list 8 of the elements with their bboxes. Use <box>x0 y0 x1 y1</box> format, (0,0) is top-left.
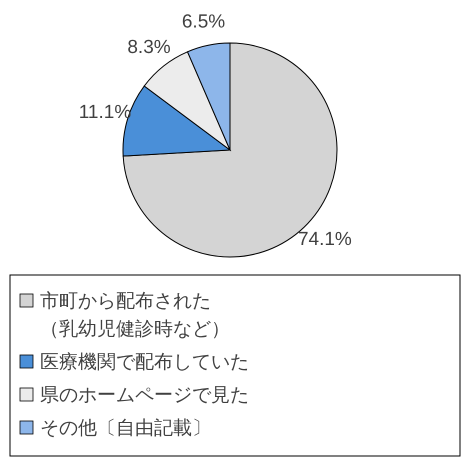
data-label: 6.5% <box>182 12 226 33</box>
legend-label: その他〔自由記載〕 <box>40 417 211 439</box>
data-label: 8.3% <box>127 37 171 58</box>
legend-label: 市町から配布された（乳幼児健診時など） <box>40 290 230 340</box>
data-label: 11.1% <box>78 102 132 123</box>
legend-label: 県のホームページで見た <box>40 384 249 406</box>
data-label: 74.1% <box>298 229 352 250</box>
legend-label: 医療機関で配布していた <box>40 351 249 373</box>
